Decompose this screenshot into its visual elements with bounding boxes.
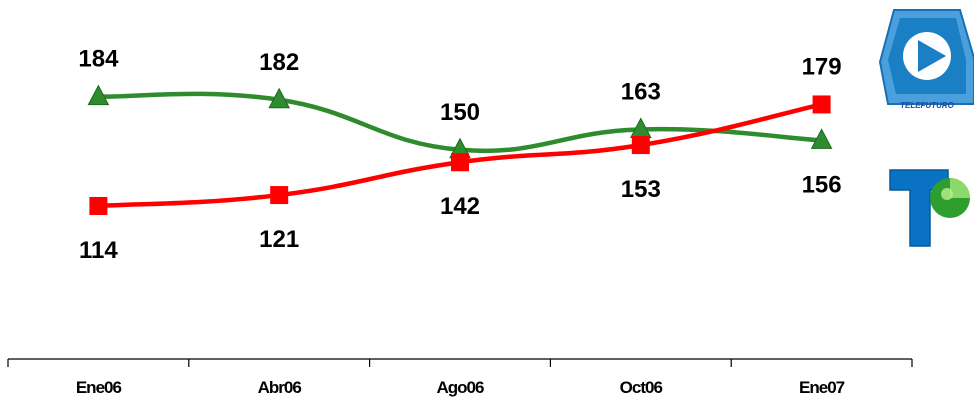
- series-1-data-label: 156: [802, 171, 842, 198]
- series-1-marker: [87, 84, 110, 106]
- series-1-data-label: 182: [259, 49, 299, 76]
- x-tick-label: Ago06: [437, 378, 485, 397]
- series-2-marker: [812, 95, 831, 114]
- x-tick-label: Oct06: [620, 378, 663, 397]
- x-tick-label: Ene07: [799, 378, 845, 397]
- series-2-marker: [270, 186, 289, 205]
- series-2-data-label: 179: [802, 53, 842, 80]
- series-2-marker: [631, 136, 650, 155]
- telefe-logo: [889, 169, 970, 247]
- series-2-data-label: 121: [259, 226, 299, 253]
- telefuturo-logo: TELEFUTURO: [878, 9, 974, 110]
- series-2-marker: [451, 153, 469, 172]
- series-1-data-label: 150: [440, 99, 480, 126]
- x-tick-label: Ene06: [76, 378, 122, 397]
- series-1-marker: [268, 87, 291, 109]
- series-1-marker: [810, 128, 833, 149]
- series-2-data-label: 142: [440, 193, 480, 220]
- x-tick-label-layer: Ene06 Abr06 Ago06 Oct06 Ene07: [76, 378, 846, 397]
- telefuturo-logo-text: TELEFUTURO: [900, 101, 955, 110]
- x-axis: [7, 358, 913, 367]
- series-1-data-label: 163: [621, 78, 661, 105]
- series-2-data-label: 114: [79, 237, 118, 264]
- x-tick-label: Abr06: [258, 378, 302, 397]
- series-2-data-label: 153: [621, 176, 661, 203]
- series-layer: [87, 84, 833, 215]
- data-label-layer: 184 182 150 163 156 114 121 142 153 179: [78, 46, 841, 264]
- series-2-marker: [89, 196, 108, 215]
- series-1-data-label: 184: [78, 46, 119, 73]
